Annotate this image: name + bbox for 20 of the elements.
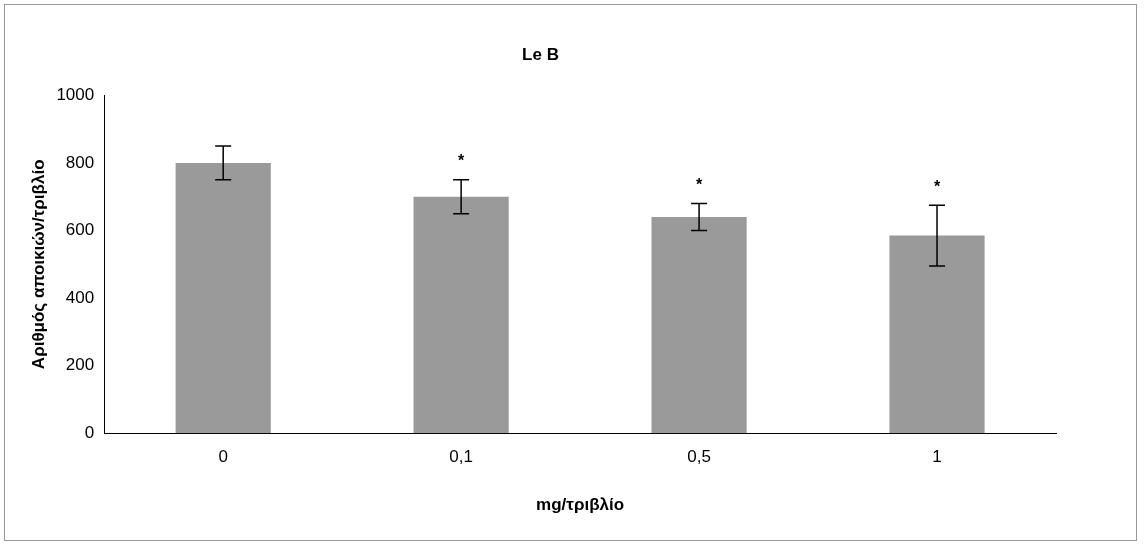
bar [651, 217, 747, 434]
chart-title: Le B [522, 44, 559, 64]
annotation: * [695, 175, 703, 193]
y-tick-label: 0 [84, 422, 95, 442]
x-axis-title: mg/τριβλίο [536, 495, 625, 515]
x-tick-label: 0,1 [449, 447, 473, 467]
y-tick-label: 200 [65, 355, 95, 375]
y-tick-label: 1000 [56, 85, 95, 105]
x-tick-label: 1 [932, 447, 942, 467]
x-tick-label: 0 [218, 447, 228, 467]
bar [175, 162, 271, 434]
y-axis-title: Αριθμός αποικιών/τριβλίο [28, 159, 48, 370]
y-tick-label: 600 [65, 220, 95, 240]
annotation: * [933, 177, 941, 195]
y-tick-label: 400 [65, 287, 95, 307]
annotation: * [458, 152, 466, 170]
bar [413, 196, 509, 434]
x-tick-label: 0,5 [687, 447, 711, 467]
bar [889, 235, 985, 434]
y-tick-label: 800 [65, 152, 95, 172]
